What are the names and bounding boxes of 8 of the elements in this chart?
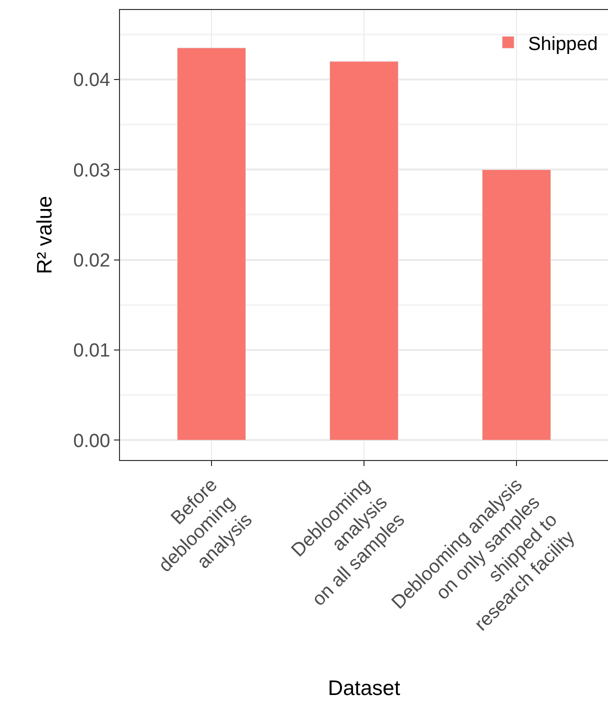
y-tick-label: 0.00 [73, 430, 110, 452]
y-tick-label: 0.01 [73, 340, 110, 362]
y-axis-title: R² value [33, 196, 56, 274]
legend-label: Shipped [528, 34, 598, 55]
y-tick-label: 0.02 [73, 250, 110, 272]
x-axis-title: Dataset [328, 677, 400, 700]
y-tick-label: 0.04 [73, 70, 111, 92]
y-tick-label: 0.03 [73, 160, 110, 182]
